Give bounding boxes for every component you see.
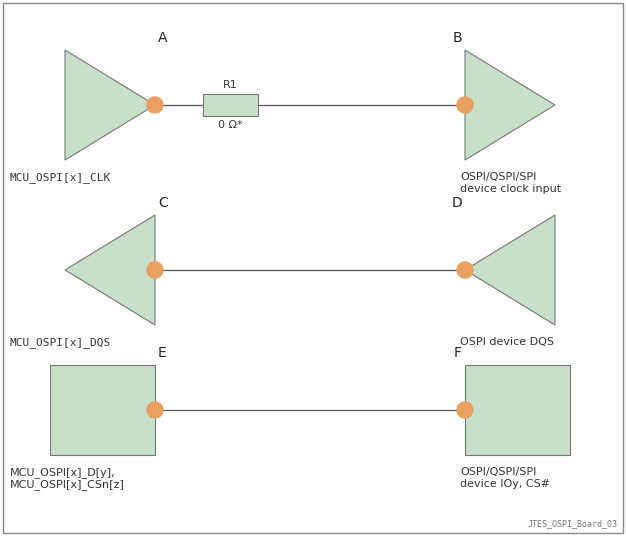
Text: OSPI device DQS: OSPI device DQS [460, 337, 554, 347]
Bar [202, 94, 257, 116]
Text: MCU_OSPI[x]_D[y],
MCU_OSPI[x]_CSn[z]: MCU_OSPI[x]_D[y], MCU_OSPI[x]_CSn[z] [10, 467, 125, 490]
Text: MCU_OSPI[x]_CLK: MCU_OSPI[x]_CLK [10, 172, 111, 183]
Circle shape [457, 402, 473, 418]
Circle shape [457, 262, 473, 278]
Text: JTES_OSPI_Board_03: JTES_OSPI_Board_03 [528, 519, 618, 528]
Text: R1: R1 [223, 80, 237, 90]
Text: OSPI/QSPI/SPI
device clock input: OSPI/QSPI/SPI device clock input [460, 172, 561, 193]
Text: F: F [454, 346, 462, 360]
Text: MCU_OSPI[x]_DQS: MCU_OSPI[x]_DQS [10, 337, 111, 348]
Bar [465, 365, 570, 455]
Text: 0 Ω*: 0 Ω* [218, 120, 242, 130]
Circle shape [147, 97, 163, 113]
Polygon shape [65, 50, 155, 160]
Circle shape [457, 97, 473, 113]
Polygon shape [65, 215, 155, 325]
Circle shape [147, 262, 163, 278]
Text: D: D [451, 196, 462, 210]
Text: E: E [158, 346, 167, 360]
Polygon shape [465, 50, 555, 160]
Polygon shape [465, 215, 555, 325]
Circle shape [147, 402, 163, 418]
Bar [50, 365, 155, 455]
Text: B: B [453, 31, 462, 45]
Text: A: A [158, 31, 168, 45]
Text: C: C [158, 196, 168, 210]
Text: OSPI/QSPI/SPI
device IOy, CS#: OSPI/QSPI/SPI device IOy, CS# [460, 467, 550, 489]
